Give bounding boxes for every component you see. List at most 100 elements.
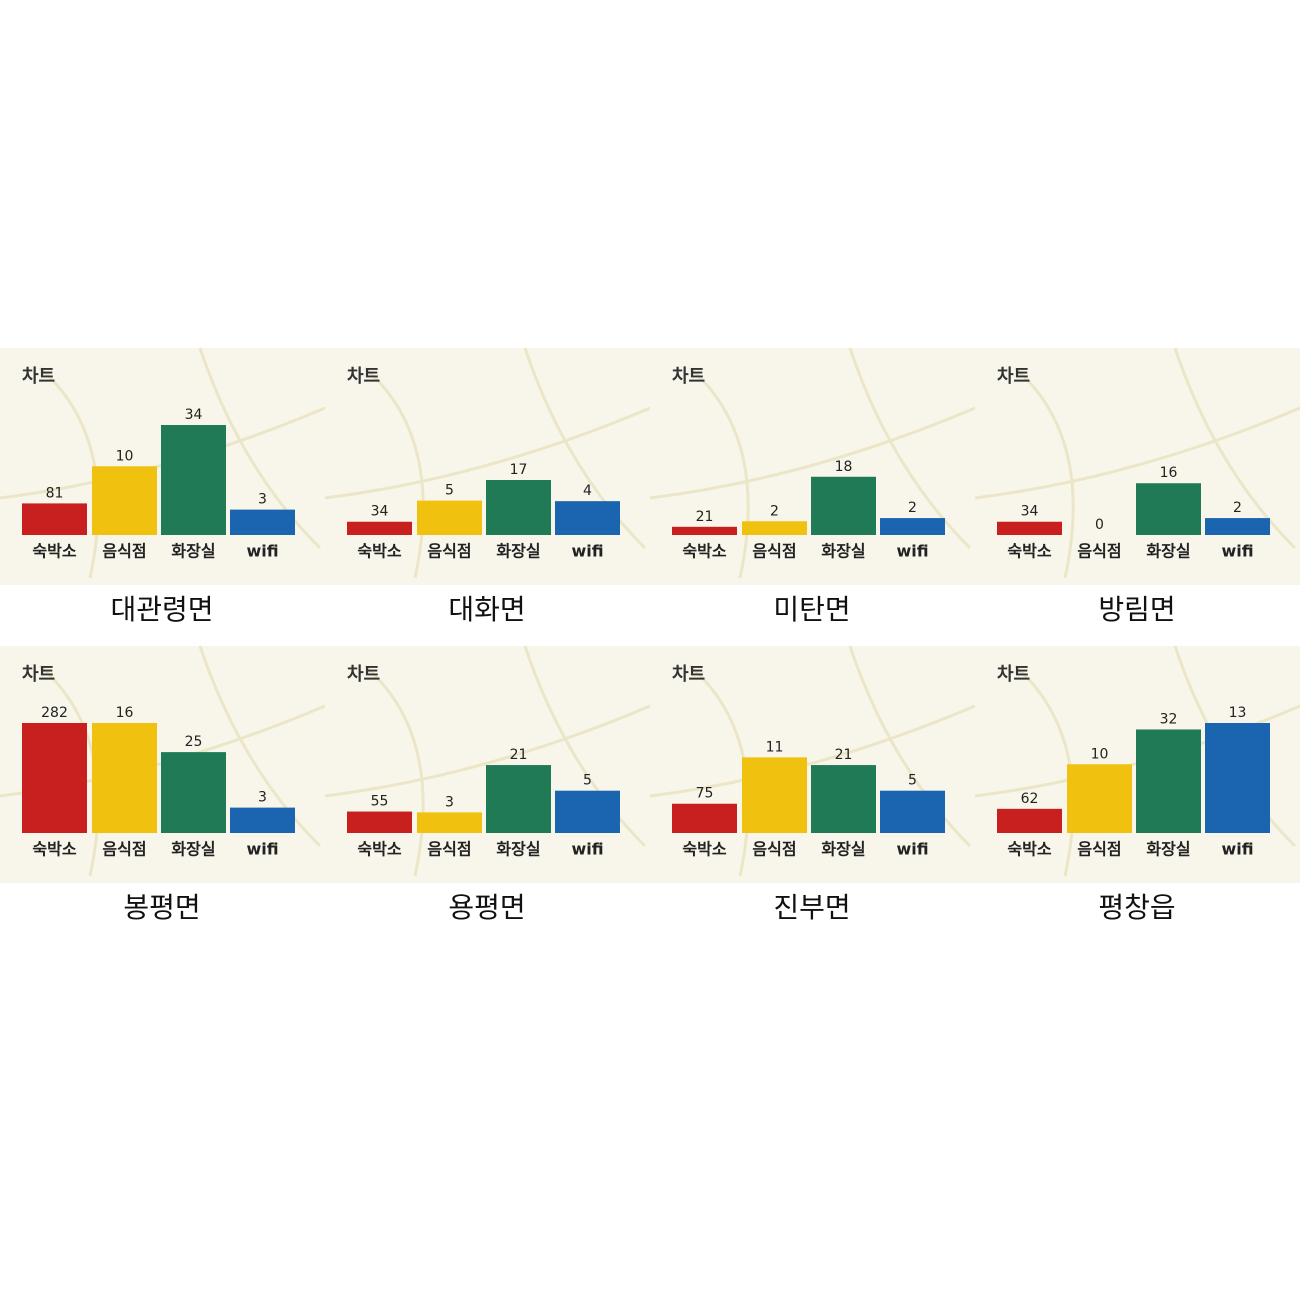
value-label: 0	[1095, 517, 1104, 533]
bar	[92, 466, 157, 535]
bar	[417, 500, 482, 535]
value-label: 17	[510, 462, 528, 478]
value-label: 11	[766, 739, 784, 755]
bar	[997, 521, 1062, 535]
bar	[417, 812, 482, 833]
value-label: 2	[908, 500, 917, 516]
value-label: 34	[371, 504, 389, 520]
value-label: 62	[1021, 791, 1039, 807]
chart-title: 차트	[997, 664, 1030, 685]
value-label: 2	[770, 503, 779, 519]
bar	[555, 501, 620, 535]
category-label: 음식점	[427, 542, 471, 561]
bar	[811, 765, 876, 833]
value-label: 4	[583, 483, 592, 499]
bar	[161, 425, 226, 535]
bar	[92, 723, 157, 833]
category-label: wifi	[896, 542, 928, 561]
value-label: 21	[696, 509, 714, 525]
map-decoration	[649, 645, 976, 877]
category-label: 숙박소	[682, 542, 726, 561]
value-label: 10	[1091, 746, 1109, 762]
category-label: 음식점	[102, 542, 146, 561]
category-label: 음식점	[1077, 542, 1121, 561]
chart-title: 차트	[672, 366, 705, 387]
category-label: 숙박소	[682, 840, 726, 859]
category-label: wifi	[1221, 542, 1253, 561]
bar	[1136, 483, 1201, 535]
bar	[22, 503, 87, 535]
value-label: 5	[583, 773, 592, 789]
panel-caption: 진부면	[773, 891, 850, 924]
value-label: 55	[371, 794, 389, 810]
category-label: 숙박소	[1007, 840, 1051, 859]
category-label: 음식점	[102, 840, 146, 859]
category-label: 화장실	[496, 542, 540, 561]
category-label: 숙박소	[32, 840, 76, 859]
panel-caption: 평창읍	[1098, 891, 1175, 924]
category-label: wifi	[896, 840, 928, 859]
value-label: 3	[445, 794, 454, 810]
bar	[486, 765, 551, 833]
value-label: 21	[835, 747, 853, 763]
category-label: wifi	[571, 840, 603, 859]
bar	[811, 476, 876, 535]
value-label: 282	[41, 705, 68, 721]
category-label: 음식점	[427, 840, 471, 859]
bar	[230, 807, 295, 833]
value-label: 34	[185, 407, 203, 423]
bar	[1136, 729, 1201, 833]
value-label: 16	[116, 705, 134, 721]
category-label: wifi	[246, 840, 278, 859]
chart-title: 차트	[22, 366, 55, 387]
value-label: 5	[445, 483, 454, 499]
bar	[161, 752, 226, 833]
bar	[880, 518, 945, 535]
value-label: 25	[185, 734, 203, 750]
chart-title: 차트	[22, 664, 55, 685]
category-label: 화장실	[1146, 840, 1190, 859]
bar	[486, 480, 551, 535]
category-label: 화장실	[171, 542, 215, 561]
value-label: 13	[1229, 705, 1247, 721]
category-label: 화장실	[821, 840, 865, 859]
panel-caption: 미탄면	[773, 593, 850, 626]
value-label: 18	[835, 459, 853, 475]
map-decoration	[324, 645, 651, 877]
bar	[880, 790, 945, 833]
category-label: wifi	[246, 542, 278, 561]
bar	[742, 757, 807, 833]
category-label: wifi	[571, 542, 603, 561]
bar	[742, 521, 807, 535]
value-label: 3	[258, 492, 267, 508]
category-label: 화장실	[1146, 542, 1190, 561]
panel-caption: 방림면	[1098, 593, 1175, 626]
panel-caption: 용평면	[448, 891, 525, 924]
bar	[347, 521, 412, 535]
category-label: 음식점	[752, 840, 796, 859]
value-label: 2	[1233, 500, 1242, 516]
chart-title: 차트	[347, 664, 380, 685]
value-label: 75	[696, 786, 714, 802]
map-decoration	[324, 347, 651, 579]
category-label: 화장실	[171, 840, 215, 859]
panel-caption: 봉평면	[123, 891, 200, 924]
category-label: 화장실	[496, 840, 540, 859]
bar	[230, 509, 295, 535]
panel-caption: 대관령면	[110, 593, 213, 626]
value-label: 81	[46, 485, 64, 501]
value-label: 34	[1021, 504, 1039, 520]
category-label: 음식점	[752, 542, 796, 561]
bar	[672, 803, 737, 833]
value-label: 32	[1160, 711, 1178, 727]
bar	[997, 808, 1062, 833]
bar	[555, 790, 620, 833]
map-decoration	[974, 347, 1300, 579]
value-label: 10	[116, 448, 134, 464]
value-label: 5	[908, 773, 917, 789]
chart-title: 차트	[347, 366, 380, 387]
panel-caption: 대화면	[448, 593, 525, 626]
bar	[672, 526, 737, 535]
category-label: 숙박소	[32, 542, 76, 561]
